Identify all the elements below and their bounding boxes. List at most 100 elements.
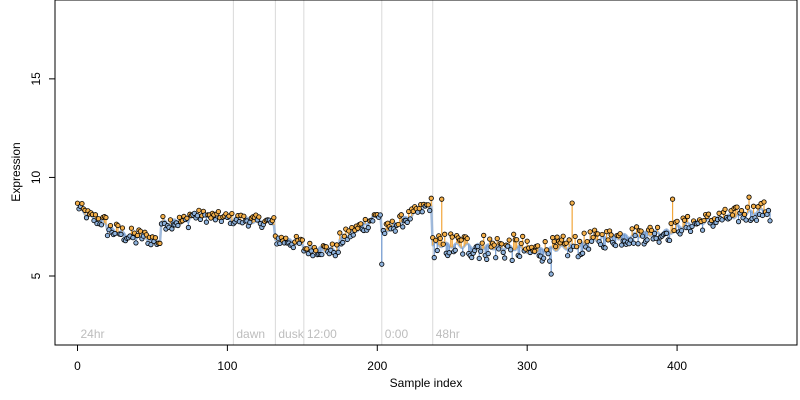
data-point	[768, 219, 772, 223]
x-axis: 0 100 200 300 400	[74, 345, 687, 373]
data-point	[441, 242, 445, 246]
y-tick-label: 15	[29, 72, 43, 86]
data-point	[510, 258, 514, 262]
data-point	[520, 234, 524, 238]
data-point	[552, 239, 556, 243]
region-label: 0:00	[385, 327, 409, 341]
data-point	[363, 217, 367, 221]
data-point	[116, 223, 120, 227]
data-point	[219, 219, 223, 223]
data-point	[723, 207, 727, 211]
data-point	[508, 248, 512, 252]
data-point	[284, 236, 288, 240]
x-tick-label: 200	[367, 359, 387, 373]
expression-scatter-chart: 0 100 200 300 400 51015 24hr dawn dusk 12:00 0:0…	[0, 0, 800, 400]
data-point	[679, 229, 683, 233]
data-point	[502, 256, 506, 260]
data-point	[168, 218, 172, 222]
data-point	[565, 253, 569, 257]
data-point	[480, 241, 484, 245]
data-point	[158, 241, 162, 245]
data-point	[383, 231, 387, 235]
data-point	[105, 233, 109, 237]
data-point	[399, 213, 403, 217]
data-point	[335, 243, 339, 247]
data-point	[453, 248, 457, 252]
y-tick-label: 5	[29, 272, 43, 279]
data-point	[702, 218, 706, 222]
data-point	[631, 241, 635, 245]
data-point	[438, 236, 442, 240]
data-point	[730, 213, 734, 217]
data-point	[580, 251, 584, 255]
data-point	[291, 245, 295, 249]
data-point	[213, 218, 217, 222]
data-point	[390, 219, 394, 223]
data-point	[511, 232, 515, 236]
data-point	[257, 215, 261, 219]
data-point	[654, 236, 658, 240]
data-point	[432, 255, 436, 259]
data-point	[519, 241, 523, 245]
x-tick-label: 300	[517, 359, 537, 373]
data-point	[186, 225, 190, 229]
data-point	[408, 217, 412, 221]
data-point	[443, 232, 447, 236]
data-point	[706, 212, 710, 216]
data-point	[428, 208, 432, 212]
data-point	[230, 211, 234, 215]
region-lines	[233, 0, 432, 345]
data-point	[742, 212, 746, 216]
data-point	[568, 248, 572, 252]
data-point	[672, 228, 676, 232]
data-point	[434, 238, 438, 242]
data-point	[688, 229, 692, 233]
data-point	[685, 214, 689, 218]
data-point	[630, 227, 634, 231]
data-point	[470, 255, 474, 259]
data-point	[736, 219, 740, 223]
data-point	[440, 197, 444, 201]
data-point	[176, 223, 180, 227]
data-point	[120, 226, 124, 230]
data-point	[603, 246, 607, 250]
x-tick-label: 100	[217, 359, 237, 373]
data-point	[338, 231, 342, 235]
data-point	[573, 234, 577, 238]
points-layer	[75, 195, 772, 276]
data-point	[204, 220, 208, 224]
data-point	[754, 218, 758, 222]
data-point	[766, 208, 770, 212]
data-point	[645, 238, 649, 242]
region-label: dawn	[236, 327, 265, 341]
data-point	[577, 239, 581, 243]
region-label: 12:00	[307, 327, 337, 341]
data-point	[495, 236, 499, 240]
data-point	[393, 229, 397, 233]
plot-frame	[55, 0, 797, 345]
data-point	[667, 238, 671, 242]
data-point	[486, 251, 490, 255]
data-point	[517, 254, 521, 258]
data-point	[447, 251, 451, 255]
data-point	[485, 257, 489, 261]
data-point	[104, 215, 108, 219]
data-point	[371, 219, 375, 223]
data-point	[652, 231, 656, 235]
data-point	[96, 217, 100, 221]
data-point	[717, 211, 721, 215]
data-point	[613, 243, 617, 247]
data-point	[588, 230, 592, 234]
data-point	[595, 232, 599, 236]
data-point	[553, 244, 557, 248]
data-point	[634, 225, 638, 229]
data-point	[272, 215, 276, 219]
y-tick-label: 10	[29, 170, 43, 184]
data-point	[131, 235, 135, 239]
data-point	[492, 243, 496, 247]
data-point	[640, 234, 644, 238]
x-tick-label: 0	[74, 359, 81, 373]
data-point	[450, 235, 454, 239]
region-label: 24hr	[80, 327, 104, 341]
data-point	[762, 200, 766, 204]
